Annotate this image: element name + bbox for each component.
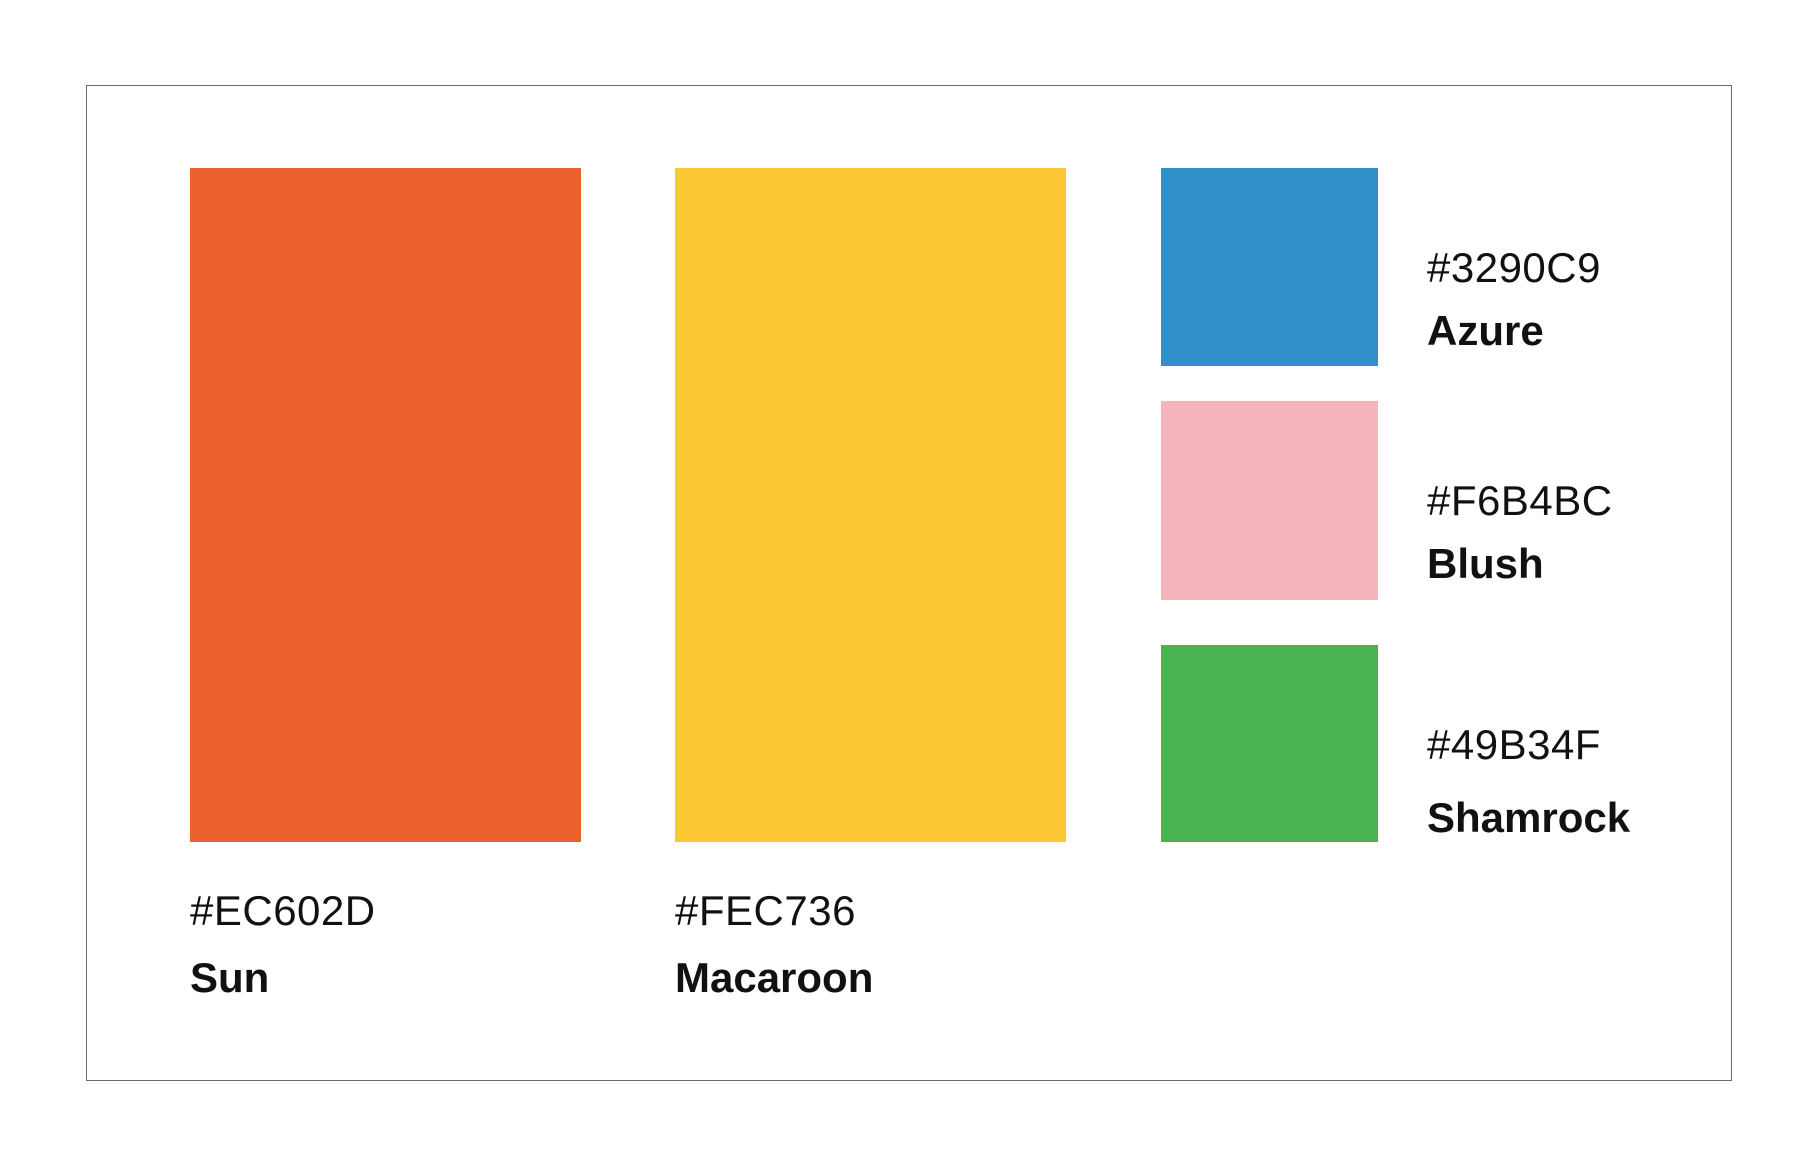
hex-label-blush: #F6B4BC [1427,477,1613,524]
color-name-sun: Sun [190,954,270,1001]
color-name-azure: Azure [1427,307,1544,354]
hex-label-macaroon: #FEC736 [675,887,856,934]
hex-label-sun: #EC602D [190,887,376,934]
color-name-shamrock: Shamrock [1427,794,1631,841]
hex-label-shamrock: #49B34F [1427,721,1601,768]
swatch-blush [1161,401,1378,600]
color-name-blush: Blush [1427,540,1544,587]
color-name-macaroon: Macaroon [675,954,874,1001]
swatch-sun [190,168,581,842]
swatch-macaroon [675,168,1066,842]
hex-label-azure: #3290C9 [1427,244,1601,291]
swatch-azure [1161,168,1378,366]
swatch-shamrock [1161,645,1378,842]
